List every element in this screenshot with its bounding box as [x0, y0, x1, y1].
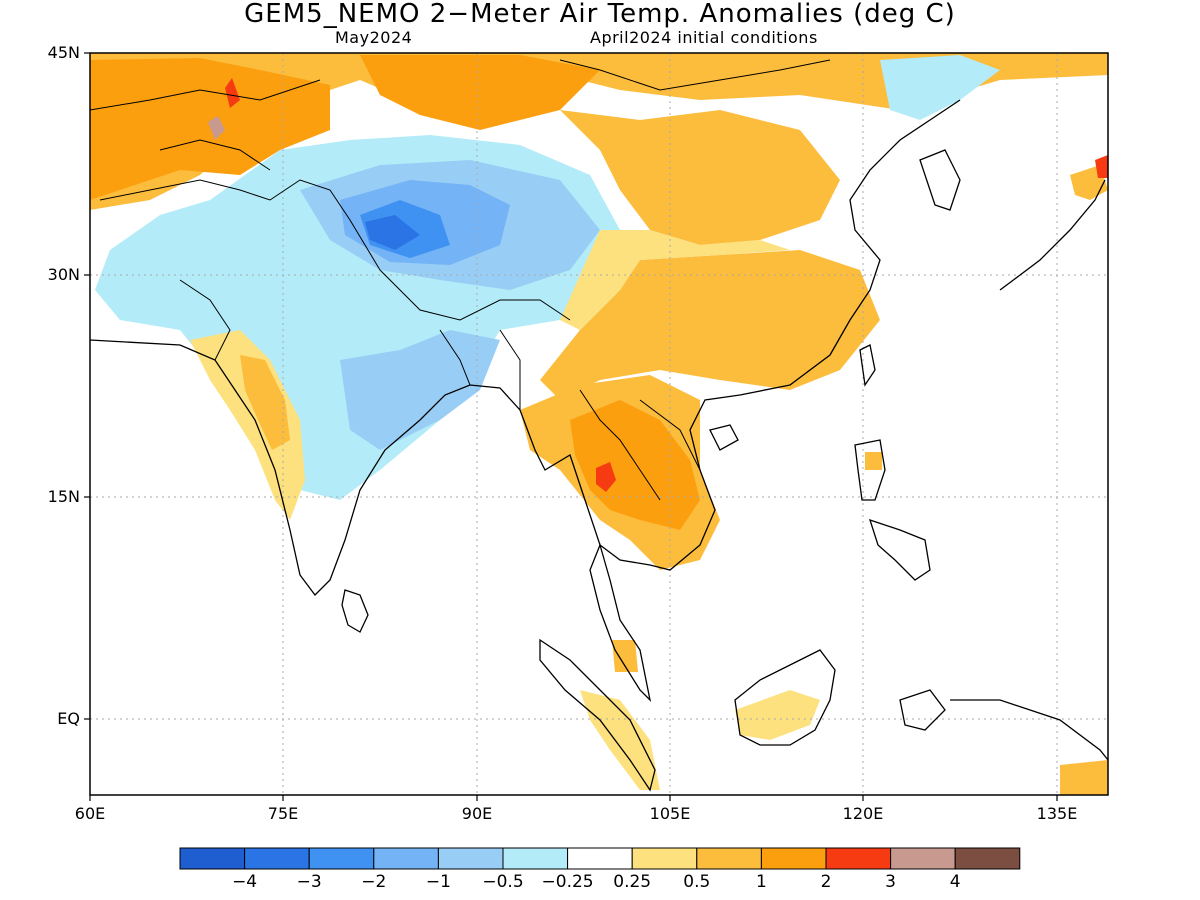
coastlines	[90, 99, 1108, 792]
lon-label-90e: 90E	[461, 804, 493, 823]
colorbar-tick-label: 2	[820, 872, 832, 892]
colorbar-swatch	[631, 847, 698, 870]
anomaly-region-north-orange	[90, 53, 1108, 210]
anomaly-region-malaya-orange	[612, 640, 638, 672]
anomaly-region-kazakh-red	[225, 78, 240, 108]
colorbar-swatch	[825, 847, 892, 870]
colorbar-swatch	[890, 847, 956, 870]
colorbar	[179, 847, 1021, 870]
anomaly-region-central-asia-dark-orange	[90, 58, 330, 200]
lon-label-75e: 75E	[267, 804, 299, 823]
colorbar-tick-label: −0.25	[541, 872, 594, 892]
anomaly-region-tibet-deep-blue	[365, 215, 420, 250]
colorbar-tick-label: −0.5	[482, 872, 524, 892]
anomaly-region-newguinea-orange	[1060, 760, 1108, 795]
lat-label-30n: 30N	[47, 265, 80, 284]
colorbar-tick-label: −3	[296, 872, 322, 892]
lat-label-45n: 45N	[47, 43, 80, 62]
anomaly-region-thailand-red	[596, 462, 616, 492]
anomaly-region-south-china-orange	[540, 250, 880, 400]
anomaly-region-mongolia-orange	[360, 55, 600, 130]
anomaly-region-luzon-orange	[865, 452, 882, 470]
anomaly-region-india-west-orange	[240, 355, 290, 450]
colorbar-swatch	[696, 847, 762, 870]
colorbar-swatch	[373, 847, 439, 870]
graticule	[90, 53, 1108, 795]
lon-label-60e: 60E	[74, 804, 106, 823]
colorbar-tick-label: −1	[425, 872, 451, 892]
anomaly-region-borneo-yellow	[735, 690, 820, 740]
anomaly-region-china-yellow	[560, 230, 790, 330]
colorbar-tick-label: −4	[232, 872, 258, 892]
colorbar-tick-label: 1	[755, 872, 767, 892]
anomaly-region-sumatra-yellow	[580, 690, 660, 790]
valid-month-label: May2024	[335, 28, 413, 47]
anomaly-region-china-orange	[560, 110, 840, 245]
country-borders	[90, 59, 831, 501]
colorbar-tick-label: −2	[361, 872, 387, 892]
axis-ticks	[84, 52, 1058, 801]
colorbar-swatch	[244, 847, 310, 870]
colorbar-tick-label: 0.5	[683, 872, 711, 892]
map-title: GEM5_NEMO 2−Meter Air Temp. Anomalies (d…	[244, 0, 956, 29]
colorbar-swatch	[954, 847, 1021, 870]
anomaly-region-kamchatka-light-blue	[880, 55, 1000, 120]
colorbar-tick-label: 0.25	[613, 872, 652, 892]
colorbar-tick-label: 3	[885, 872, 896, 892]
anomaly-fields	[90, 53, 1108, 795]
lat-label-eq: EQ	[57, 709, 80, 728]
colorbar-swatch	[437, 847, 504, 870]
lon-label-135e: 135E	[1036, 804, 1078, 823]
lat-label-15n: 15N	[47, 487, 80, 506]
colorbar-swatch	[308, 847, 375, 870]
colorbar-swatch	[502, 847, 569, 870]
colorbar-tick-label: 4	[949, 872, 961, 892]
colorbar-swatch	[567, 847, 633, 870]
map-frame	[89, 52, 1109, 796]
lon-label-105e: 105E	[649, 804, 691, 823]
anomaly-region-japan-red	[1095, 155, 1108, 178]
lon-label-120e: 120E	[842, 804, 884, 823]
colorbar-swatch	[760, 847, 827, 870]
anomaly-region-kyrgyz-brown	[208, 116, 225, 140]
colorbar-swatch	[179, 847, 246, 870]
init-conditions-label: April2024 initial conditions	[590, 28, 818, 47]
